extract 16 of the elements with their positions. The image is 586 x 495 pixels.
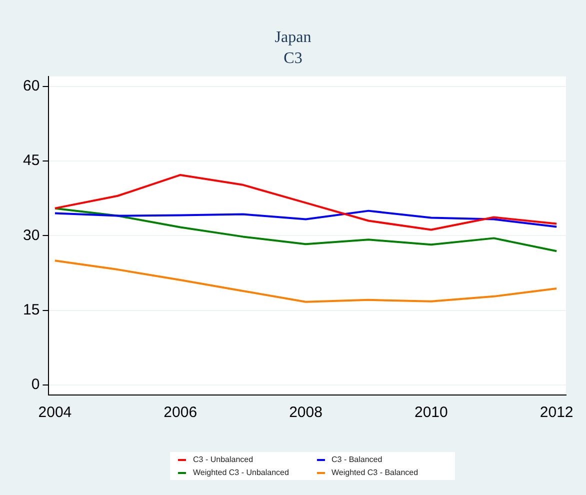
y-tick-label: 15 [22,302,40,319]
x-tick-label: 2004 [38,404,72,422]
y-tick-label: 45 [22,152,40,170]
legend-label: C3 - Balanced [332,455,382,464]
legend-label: Weighted C3 - Unbalanced [193,468,289,477]
x-tick-label: 2012 [540,404,574,422]
x-tick-label: 2008 [289,404,322,422]
legend-label: C3 - Unbalanced [193,455,254,464]
legend-label: Weighted C3 - Balanced [332,468,418,477]
y-tick-label: 30 [22,226,40,244]
chart-subtitle: C3 [284,50,302,68]
x-tick-label: 2010 [414,404,448,422]
y-tick-label: 0 [31,376,40,394]
chart-title: Japan [274,28,312,46]
y-tick-label: 60 [22,77,40,94]
x-tick-label: 2006 [164,404,198,422]
